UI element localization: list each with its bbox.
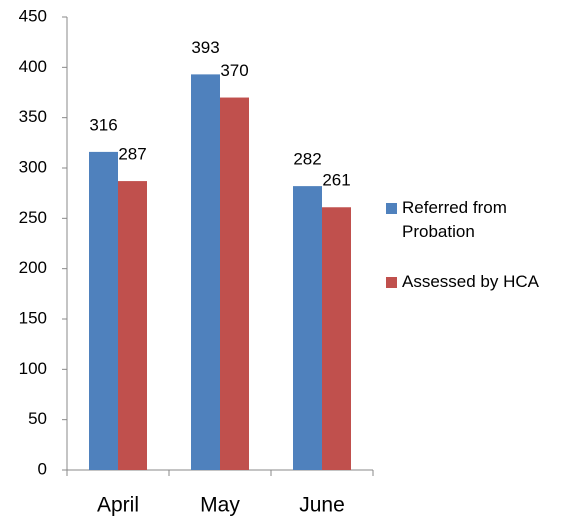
legend-item: Assessed by HCA (386, 270, 556, 294)
y-tick-label: 350 (19, 107, 47, 126)
bar (118, 181, 147, 470)
data-label: 287 (118, 145, 146, 164)
data-label: 316 (89, 115, 117, 134)
data-label: 261 (322, 171, 350, 190)
bar (89, 151, 118, 471)
data-label: 370 (220, 61, 248, 80)
legend-swatch (386, 203, 397, 214)
legend-label: Referred from Probation (402, 198, 507, 241)
y-tick-label: 300 (19, 157, 47, 176)
bar (220, 97, 249, 471)
data-label: 393 (191, 38, 219, 57)
legend-label: Assessed by HCA (402, 272, 539, 291)
x-tick-label: June (299, 494, 345, 517)
y-tick-label: 100 (19, 359, 47, 378)
bar (293, 186, 322, 470)
data-label: 282 (293, 150, 321, 169)
y-tick-label: 400 (19, 57, 47, 76)
bar (322, 207, 351, 470)
y-tick-label: 450 (19, 6, 47, 25)
y-tick-label: 250 (19, 208, 47, 227)
x-tick-label: April (97, 494, 139, 517)
y-tick-label: 150 (19, 308, 47, 327)
bar (191, 74, 220, 470)
legend-item: Referred from Probation (386, 196, 556, 244)
legend-swatch (386, 277, 397, 288)
y-tick-label: 50 (28, 409, 47, 428)
y-tick-label: 0 (38, 459, 47, 478)
x-tick-label: May (200, 494, 240, 517)
y-tick-label: 200 (19, 258, 47, 277)
